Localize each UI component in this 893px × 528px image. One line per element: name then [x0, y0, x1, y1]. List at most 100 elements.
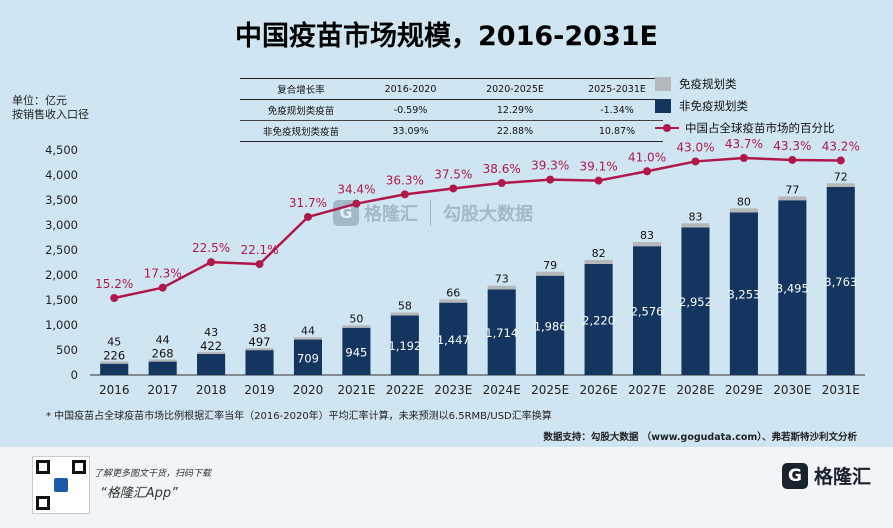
bar-program — [584, 259, 613, 264]
cagr-header-row: 复合增长率 2016-2020 2020-2025E 2025-2031E — [240, 78, 663, 100]
qr-finder — [36, 460, 50, 474]
qr-finder — [72, 460, 86, 474]
legend-item: 免疫规划类 — [655, 73, 835, 95]
chart-legend: 免疫规划类 非免疫规划类 中国占全球疫苗市场的百分比 — [655, 73, 835, 139]
share-label: 43.0% — [676, 140, 714, 154]
x-tick-label: 2025E — [531, 383, 569, 397]
share-point — [836, 156, 845, 165]
bar-non-program — [632, 246, 662, 375]
data-label-program: 58 — [398, 300, 412, 313]
data-label-non-program: 226 — [103, 349, 125, 363]
bar-non-program — [487, 289, 516, 375]
share-point — [303, 212, 312, 221]
bar-program — [390, 312, 419, 316]
x-tick-label: 2016 — [99, 383, 130, 397]
bar-program — [778, 196, 807, 201]
data-label-non-program: 3,253 — [727, 288, 760, 302]
share-point — [158, 283, 167, 292]
data-label-program: 72 — [834, 170, 848, 183]
bar-non-program — [100, 363, 129, 375]
legend-line-swatch — [655, 121, 679, 135]
x-tick-label: 2031E — [822, 383, 860, 397]
cagr-cell: -0.59% — [362, 99, 459, 121]
y-tick-label: 1,500 — [45, 293, 78, 307]
data-label-non-program: 497 — [249, 335, 271, 349]
share-label: 43.7% — [725, 137, 763, 151]
y-tick-label: 4,000 — [45, 168, 78, 182]
legend-label: 免疫规划类 — [679, 77, 737, 91]
x-tick-label: 2030E — [773, 383, 811, 397]
data-label-program: 82 — [592, 247, 606, 260]
data-label-non-program: 709 — [297, 351, 319, 365]
unit-line-2: 按销售收入口径 — [12, 108, 89, 121]
data-label-program: 44 — [156, 334, 170, 347]
cagr-cell: -1.34% — [571, 99, 663, 121]
x-tick-label: 2022E — [386, 383, 424, 397]
bar-program — [826, 183, 855, 187]
data-label-non-program: 1,986 — [534, 319, 567, 333]
share-label: 41.0% — [628, 150, 666, 164]
cagr-header-cell: 2025-2031E — [571, 78, 663, 100]
brand-logo[interactable]: G 格隆汇 — [782, 462, 871, 489]
data-label-program: 44 — [301, 324, 315, 337]
logo-name: 格隆汇 — [814, 466, 872, 488]
x-tick-label: 2027E — [628, 383, 666, 397]
bar-non-program — [293, 339, 323, 375]
data-label-program: 79 — [543, 259, 557, 272]
promo-text: 了解更多图文干货，扫码下载 — [94, 469, 212, 479]
share-point — [546, 175, 555, 184]
share-point — [207, 258, 216, 267]
data-label-program: 45 — [107, 336, 121, 349]
share-point — [788, 155, 797, 164]
share-label: 15.2% — [95, 277, 133, 291]
x-tick-label: 2018 — [196, 383, 227, 397]
share-label: 17.3% — [144, 267, 182, 281]
bar-program — [245, 348, 274, 351]
data-label-non-program: 268 — [152, 347, 174, 361]
share-point — [594, 176, 603, 185]
data-label-program: 38 — [253, 322, 267, 335]
qr-code-icon[interactable] — [32, 456, 90, 514]
qr-finder — [36, 496, 50, 510]
share-point — [400, 190, 409, 199]
y-tick-label: 3,500 — [45, 193, 78, 207]
bar-program — [342, 325, 371, 328]
data-label-non-program: 945 — [345, 345, 367, 359]
bar-program — [536, 271, 565, 276]
logo-icon: G — [782, 462, 808, 489]
share-point — [110, 294, 119, 302]
data-label-non-program: 1,192 — [388, 339, 421, 353]
bar-non-program — [584, 264, 613, 375]
x-tick-label: 2017 — [147, 383, 178, 397]
share-label: 31.7% — [289, 196, 327, 210]
cagr-row: 免疫规划类疫苗 -0.59% 12.29% -1.34% — [240, 99, 663, 121]
y-tick-label: 1,000 — [45, 318, 78, 332]
bar-non-program — [342, 327, 371, 375]
bar-program — [148, 359, 177, 362]
bar-non-program — [681, 227, 710, 375]
data-label-program: 73 — [495, 273, 509, 286]
cagr-cell: 非免疫规划类疫苗 — [240, 120, 362, 142]
legend-swatch — [655, 99, 671, 113]
bar-non-program — [390, 315, 419, 375]
data-label-non-program: 2,952 — [679, 295, 712, 309]
legend-item: 非免疫规划类 — [655, 95, 835, 117]
bar-non-program — [245, 350, 274, 375]
cagr-header-cell: 复合增长率 — [240, 78, 362, 100]
source-note: 数据支持：勾股大数据 （www.gogudata.com）、弗若斯特沙利文分析 — [543, 432, 857, 443]
bar-non-program — [536, 275, 565, 375]
data-label-non-program: 422 — [200, 339, 222, 353]
cagr-table: 复合增长率 2016-2020 2020-2025E 2025-2031E 免疫… — [240, 78, 663, 142]
cagr-cell: 免疫规划类疫苗 — [240, 99, 362, 121]
watermark-partner: 勾股大数据 — [443, 204, 533, 225]
cagr-header-cell: 2020-2025E — [459, 78, 571, 100]
x-tick-label: 2028E — [676, 383, 714, 397]
unit-line-1: 单位：亿元 — [12, 94, 67, 107]
data-label-non-program: 3,495 — [776, 282, 809, 296]
share-point — [449, 184, 458, 193]
x-tick-label: 2026E — [580, 383, 618, 397]
y-tick-label: 2,000 — [45, 268, 78, 282]
share-label: 22.5% — [192, 241, 230, 255]
legend-label: 中国占全球疫苗市场的百分比 — [685, 121, 835, 135]
